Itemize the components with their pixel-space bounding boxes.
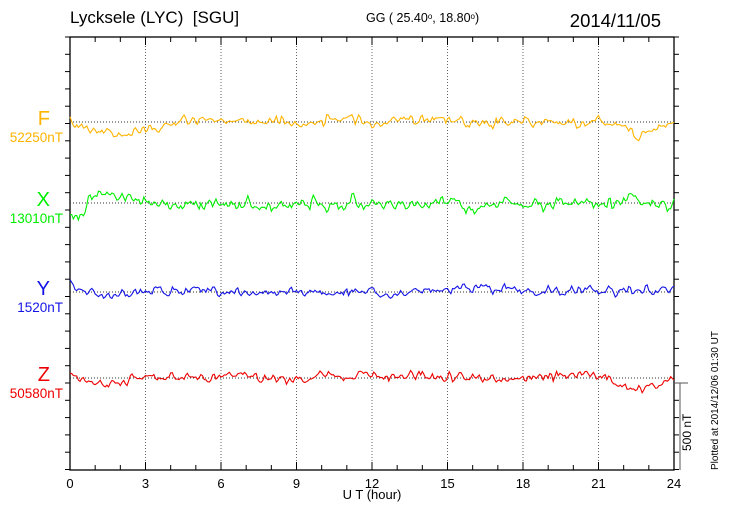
svg-text:3: 3	[142, 476, 149, 491]
svg-text:1520nT: 1520nT	[17, 300, 63, 315]
svg-text:9: 9	[293, 476, 300, 491]
svg-text:2014/11/05: 2014/11/05	[570, 10, 661, 31]
svg-text:X: X	[37, 189, 50, 211]
svg-text:U T (hour): U T (hour)	[343, 487, 402, 502]
svg-text:Lycksele (LYC) [SGU]: Lycksele (LYC) [SGU]	[70, 8, 239, 27]
svg-text:500 nT: 500 nT	[680, 413, 694, 451]
svg-text:21: 21	[591, 476, 605, 491]
svg-text:Z: Z	[38, 364, 50, 386]
svg-text:6: 6	[217, 476, 224, 491]
svg-text:52250nT: 52250nT	[10, 130, 63, 145]
svg-text:F: F	[38, 108, 50, 130]
svg-text:24: 24	[667, 476, 681, 491]
svg-text:50580nT: 50580nT	[10, 386, 63, 401]
svg-text:0: 0	[66, 476, 73, 491]
svg-text:Y: Y	[37, 278, 50, 300]
svg-text:Plotted at 2014/12/06 01:30 UT: Plotted at 2014/12/06 01:30 UT	[710, 331, 721, 470]
svg-text:18: 18	[516, 476, 530, 491]
svg-text:GG ( 25.40o, 18.80o): GG ( 25.40o, 18.80o)	[366, 11, 479, 25]
svg-text:13010nT: 13010nT	[10, 211, 63, 226]
svg-text:15: 15	[440, 476, 454, 491]
